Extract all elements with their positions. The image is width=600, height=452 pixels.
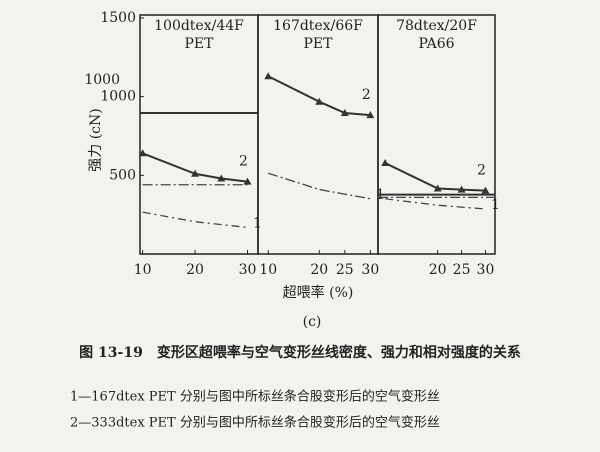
x-tick-label: 20 [310, 262, 328, 278]
marker [433, 184, 442, 192]
panel-title: 100dtex/44F [154, 18, 244, 34]
panel-subtitle: PET [185, 36, 215, 52]
x-tick-label: 30 [477, 262, 495, 278]
marker [191, 169, 200, 177]
marker [366, 111, 375, 119]
y-axis-label: 强力 (cN) [88, 108, 104, 171]
y-tick-label: 1500 [100, 10, 136, 26]
marker [243, 177, 252, 185]
series-label: 2 [362, 87, 371, 103]
extra-tick-label: 1000 [84, 72, 120, 88]
x-tick-label: 20 [429, 262, 447, 278]
x-tick-label: 30 [239, 262, 257, 278]
x-tick-label: 20 [186, 262, 204, 278]
panel-title: 167dtex/66F [273, 18, 363, 34]
x-axis-label: 超喂率 (%) [283, 284, 354, 301]
x-tick-label: 30 [361, 262, 379, 278]
series-line [268, 172, 371, 200]
x-tick-label: 10 [134, 262, 152, 278]
y-tick-label: 500 [109, 167, 136, 183]
series-line [385, 198, 486, 210]
marker [340, 109, 349, 117]
x-tick-label: 25 [453, 262, 471, 278]
x-tick-label: 25 [336, 262, 354, 278]
marker [138, 149, 147, 157]
series-line [142, 152, 248, 183]
sublabel: (c) [303, 314, 322, 330]
caption: 图 13-19 变形区超喂率与空气变形丝线密度、强力和相对强度的关系 [79, 344, 521, 361]
series-line [384, 162, 486, 192]
marker [315, 97, 324, 105]
panel-subtitle: PET [304, 36, 334, 52]
series-line [267, 75, 371, 117]
marker [381, 159, 390, 167]
series-label: 1 [491, 197, 500, 213]
x-tick-label: 10 [259, 262, 277, 278]
panel-title: 78dtex/20F [396, 18, 477, 34]
panel-frame [377, 14, 496, 255]
marker [481, 186, 490, 194]
marker [217, 174, 226, 182]
marker [264, 72, 273, 80]
series-label: 2 [477, 163, 486, 179]
marker [457, 185, 466, 193]
y-tick-label: 1000 [100, 89, 136, 105]
note: 1—167dtex PET 分别与图中所标丝条合股变形后的空气变形丝 [70, 389, 440, 405]
note: 2—333dtex PET 分别与图中所标丝条合股变形后的空气变形丝 [70, 415, 440, 431]
panel-subtitle: PA66 [418, 36, 454, 52]
series-label: 2 [239, 154, 248, 170]
series-line [142, 211, 248, 229]
